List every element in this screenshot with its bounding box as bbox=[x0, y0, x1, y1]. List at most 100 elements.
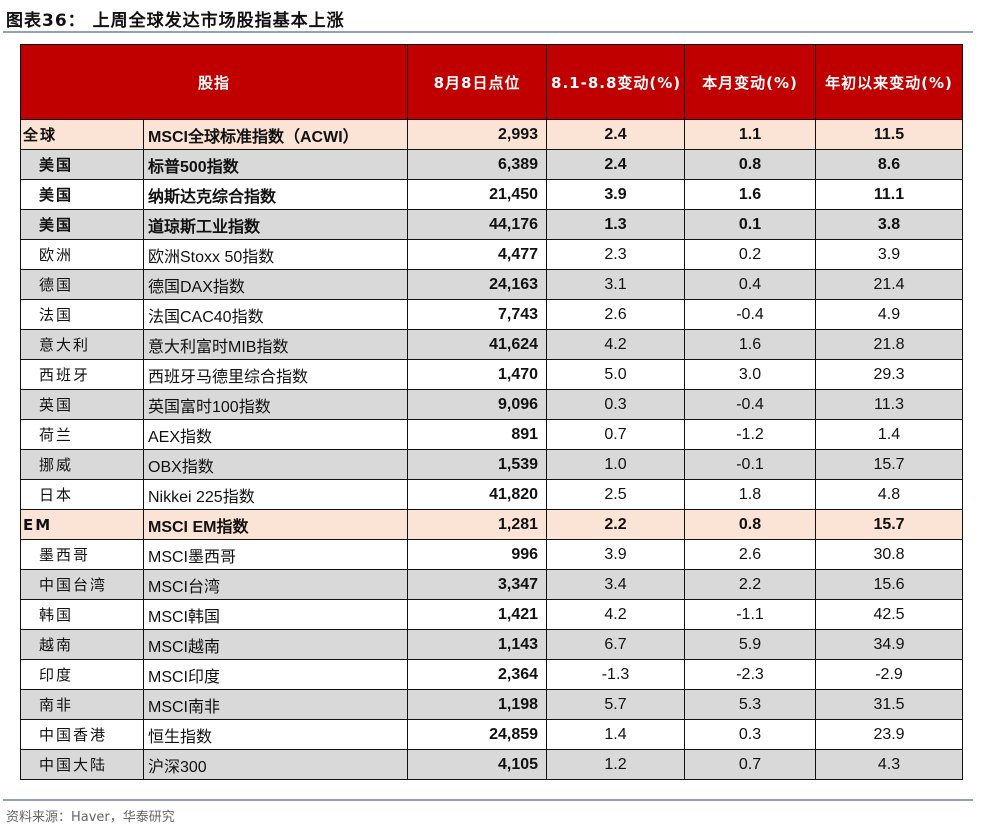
table-row: 美国 道琼斯工业指数 44,176 1.3 0.1 3.8 bbox=[20, 209, 964, 240]
index-name-cell: MSCI印度 bbox=[142, 659, 409, 690]
table-row: 墨西哥 MSCI墨西哥 996 3.9 2.6 30.8 bbox=[20, 539, 964, 570]
index-name-cell: Nikkei 225指数 bbox=[142, 479, 409, 510]
month-change-cell: -1.2 bbox=[684, 419, 817, 450]
footer-divider bbox=[3, 799, 973, 801]
week-change-cell: -1.3 bbox=[546, 659, 686, 690]
table-row: 挪威 OBX指数 1,539 1.0 -0.1 15.7 bbox=[20, 449, 964, 480]
ytd-change-cell: -2.9 bbox=[815, 659, 964, 690]
month-change-cell: 0.1 bbox=[684, 209, 817, 240]
week-change-cell: 1.2 bbox=[546, 749, 686, 780]
month-change-cell: 1.8 bbox=[684, 479, 817, 510]
month-change-cell: 2.6 bbox=[684, 539, 817, 570]
region-cell: 日本 bbox=[20, 479, 144, 510]
region-cell: 印度 bbox=[20, 659, 144, 690]
month-change-cell: 2.2 bbox=[684, 569, 817, 600]
month-change-cell: 5.9 bbox=[684, 629, 817, 660]
points-cell: 3,347 bbox=[407, 569, 548, 600]
header-index: 股指 bbox=[19, 44, 409, 120]
week-change-cell: 3.9 bbox=[546, 179, 686, 210]
table-row: 全球 MSCI全球标准指数（ACWI） 2,993 2.4 1.1 11.5 bbox=[20, 119, 964, 150]
region-cell: 法国 bbox=[20, 299, 144, 330]
ytd-change-cell: 15.7 bbox=[815, 449, 964, 480]
week-change-cell: 2.3 bbox=[546, 239, 686, 270]
header-ytd-change: 年初以来变动(%) bbox=[815, 44, 964, 120]
index-name-cell: 道琼斯工业指数 bbox=[142, 209, 409, 240]
points-cell: 1,281 bbox=[407, 509, 548, 540]
index-table: 股指 8月8日点位 8.1-8.8变动(%) 本月变动(%) 年初以来变动(%)… bbox=[19, 44, 964, 780]
week-change-cell: 0.7 bbox=[546, 419, 686, 450]
month-change-cell: 0.4 bbox=[684, 269, 817, 300]
month-change-cell: 1.1 bbox=[684, 119, 817, 150]
points-cell: 4,105 bbox=[407, 749, 548, 780]
index-name-cell: MSCI墨西哥 bbox=[142, 539, 409, 570]
index-name-cell: 德国DAX指数 bbox=[142, 269, 409, 300]
region-cell: 美国 bbox=[20, 209, 144, 240]
week-change-cell: 5.7 bbox=[546, 689, 686, 720]
week-change-cell: 3.4 bbox=[546, 569, 686, 600]
points-cell: 21,450 bbox=[407, 179, 548, 210]
index-name-cell: 法国CAC40指数 bbox=[142, 299, 409, 330]
index-name-cell: MSCI南非 bbox=[142, 689, 409, 720]
points-cell: 1,143 bbox=[407, 629, 548, 660]
points-cell: 41,624 bbox=[407, 329, 548, 360]
region-cell: 荷兰 bbox=[20, 419, 144, 450]
table-row: 法国 法国CAC40指数 7,743 2.6 -0.4 4.9 bbox=[20, 299, 964, 330]
table-row: 日本 Nikkei 225指数 41,820 2.5 1.8 4.8 bbox=[20, 479, 964, 510]
table-row: 韩国 MSCI韩国 1,421 4.2 -1.1 42.5 bbox=[20, 599, 964, 630]
ytd-change-cell: 15.6 bbox=[815, 569, 964, 600]
ytd-change-cell: 3.9 bbox=[815, 239, 964, 270]
points-cell: 891 bbox=[407, 419, 548, 450]
table-row: 欧洲 欧洲Stoxx 50指数 4,477 2.3 0.2 3.9 bbox=[20, 239, 964, 270]
region-cell: 南非 bbox=[20, 689, 144, 720]
index-name-cell: AEX指数 bbox=[142, 419, 409, 450]
ytd-change-cell: 23.9 bbox=[815, 719, 964, 750]
table-row: 美国 标普500指数 6,389 2.4 0.8 8.6 bbox=[20, 149, 964, 180]
points-cell: 1,198 bbox=[407, 689, 548, 720]
ytd-change-cell: 42.5 bbox=[815, 599, 964, 630]
table-row: 德国 德国DAX指数 24,163 3.1 0.4 21.4 bbox=[20, 269, 964, 300]
table-row: 意大利 意大利富时MIB指数 41,624 4.2 1.6 21.8 bbox=[20, 329, 964, 360]
points-cell: 7,743 bbox=[407, 299, 548, 330]
header-points: 8月8日点位 bbox=[407, 44, 548, 120]
week-change-cell: 4.2 bbox=[546, 599, 686, 630]
month-change-cell: 5.3 bbox=[684, 689, 817, 720]
index-name-cell: MSCI韩国 bbox=[142, 599, 409, 630]
table-row: 印度 MSCI印度 2,364 -1.3 -2.3 -2.9 bbox=[20, 659, 964, 690]
ytd-change-cell: 31.5 bbox=[815, 689, 964, 720]
region-cell: 欧洲 bbox=[20, 239, 144, 270]
points-cell: 9,096 bbox=[407, 389, 548, 420]
month-change-cell: 0.7 bbox=[684, 749, 817, 780]
ytd-change-cell: 4.9 bbox=[815, 299, 964, 330]
region-cell: 中国台湾 bbox=[20, 569, 144, 600]
points-cell: 24,859 bbox=[407, 719, 548, 750]
month-change-cell: -0.4 bbox=[684, 299, 817, 330]
month-change-cell: -0.4 bbox=[684, 389, 817, 420]
week-change-cell: 2.4 bbox=[546, 149, 686, 180]
month-change-cell: 0.3 bbox=[684, 719, 817, 750]
ytd-change-cell: 21.4 bbox=[815, 269, 964, 300]
table-row: 越南 MSCI越南 1,143 6.7 5.9 34.9 bbox=[20, 629, 964, 660]
index-name-cell: MSCI全球标准指数（ACWI） bbox=[142, 119, 409, 150]
ytd-change-cell: 11.3 bbox=[815, 389, 964, 420]
title-divider bbox=[3, 31, 973, 33]
ytd-change-cell: 3.8 bbox=[815, 209, 964, 240]
month-change-cell: -1.1 bbox=[684, 599, 817, 630]
index-name-cell: 恒生指数 bbox=[142, 719, 409, 750]
month-change-cell: -2.3 bbox=[684, 659, 817, 690]
week-change-cell: 5.0 bbox=[546, 359, 686, 390]
table-row: 中国台湾 MSCI台湾 3,347 3.4 2.2 15.6 bbox=[20, 569, 964, 600]
region-cell: EM bbox=[20, 509, 144, 540]
index-name-cell: 标普500指数 bbox=[142, 149, 409, 180]
week-change-cell: 3.9 bbox=[546, 539, 686, 570]
points-cell: 24,163 bbox=[407, 269, 548, 300]
index-name-cell: MSCI越南 bbox=[142, 629, 409, 660]
region-cell: 韩国 bbox=[20, 599, 144, 630]
region-cell: 挪威 bbox=[20, 449, 144, 480]
week-change-cell: 2.4 bbox=[546, 119, 686, 150]
week-change-cell: 2.2 bbox=[546, 509, 686, 540]
ytd-change-cell: 34.9 bbox=[815, 629, 964, 660]
figure-title: 图表36： 上周全球发达市场股指基本上涨 bbox=[6, 11, 345, 31]
points-cell: 44,176 bbox=[407, 209, 548, 240]
index-name-cell: MSCI台湾 bbox=[142, 569, 409, 600]
week-change-cell: 1.0 bbox=[546, 449, 686, 480]
